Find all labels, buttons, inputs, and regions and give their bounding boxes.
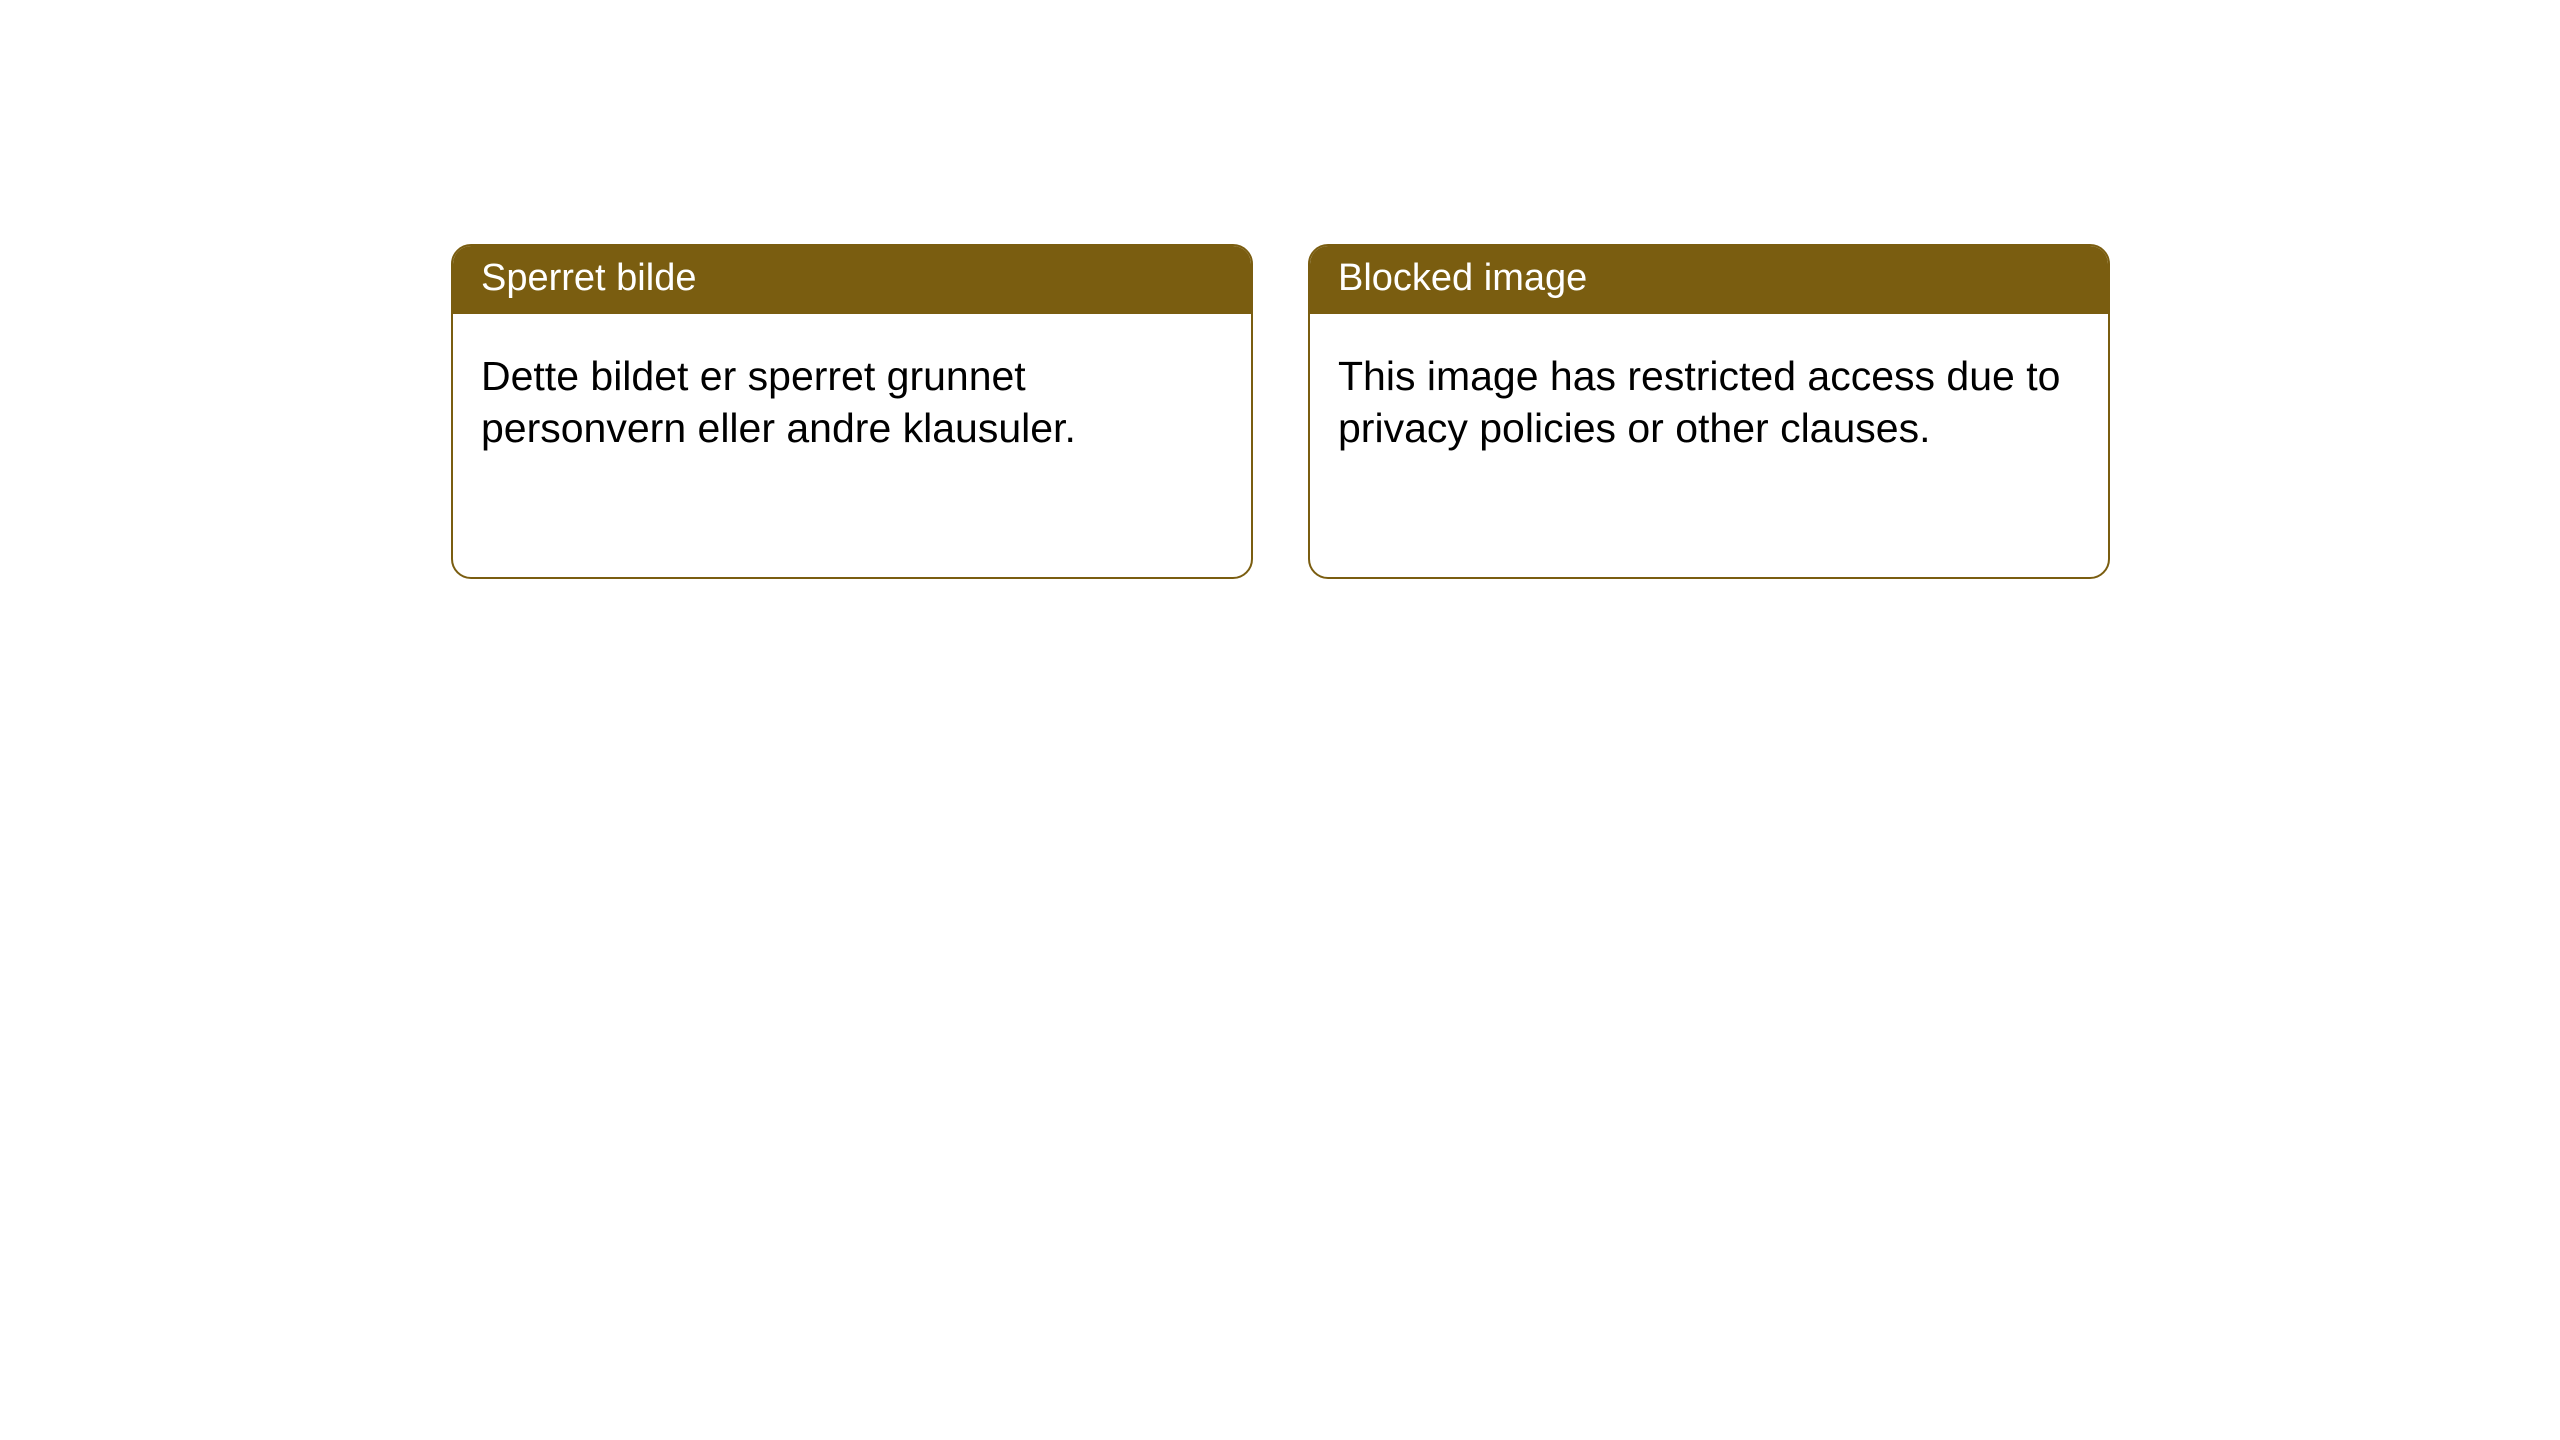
notice-card-body: Dette bildet er sperret grunnet personve…	[453, 314, 1251, 475]
notice-cards-row: Sperret bilde Dette bildet er sperret gr…	[451, 244, 2110, 579]
notice-card-title: Sperret bilde	[453, 246, 1251, 314]
notice-card-english: Blocked image This image has restricted …	[1308, 244, 2110, 579]
notice-card-body: This image has restricted access due to …	[1310, 314, 2108, 475]
notice-card-norwegian: Sperret bilde Dette bildet er sperret gr…	[451, 244, 1253, 579]
notice-card-title: Blocked image	[1310, 246, 2108, 314]
